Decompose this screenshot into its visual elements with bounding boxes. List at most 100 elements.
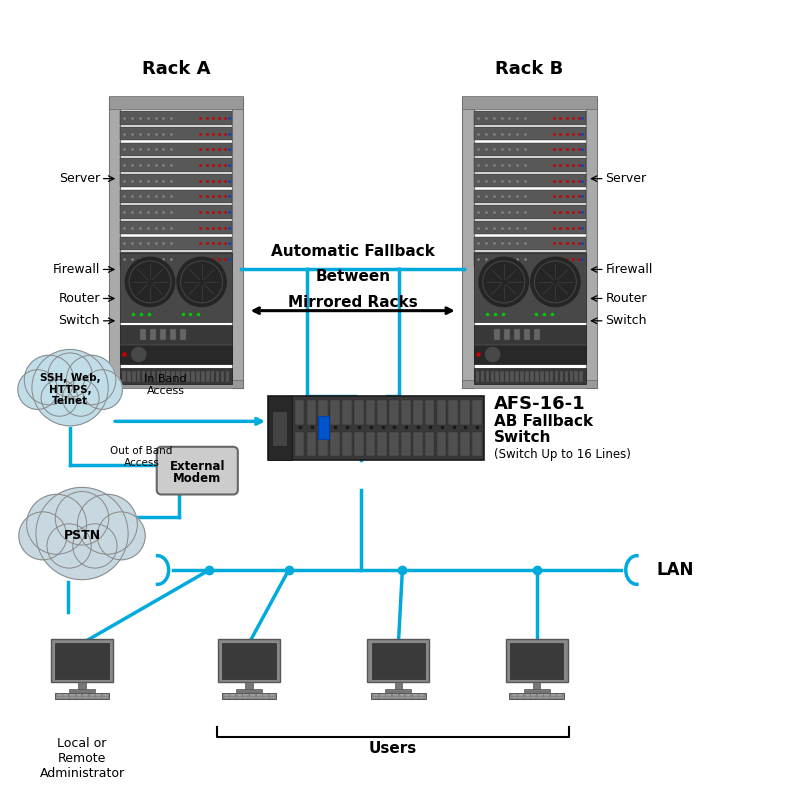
Bar <box>102 697 108 698</box>
Bar <box>437 432 446 456</box>
Bar <box>294 401 304 425</box>
Bar <box>399 695 405 696</box>
Bar <box>520 370 524 382</box>
Bar <box>380 697 385 698</box>
Bar <box>474 158 586 172</box>
Bar <box>380 695 385 696</box>
Bar <box>399 693 405 695</box>
Bar <box>525 693 530 695</box>
Bar <box>306 401 316 425</box>
Bar <box>132 370 135 382</box>
Bar <box>120 344 232 364</box>
Bar <box>518 695 523 696</box>
Bar <box>525 370 529 382</box>
Bar <box>474 127 586 141</box>
Text: Switch: Switch <box>606 314 647 328</box>
Circle shape <box>19 512 66 560</box>
Text: Out of Band
Access: Out of Band Access <box>110 446 173 468</box>
Bar <box>504 329 510 340</box>
Bar <box>386 693 391 695</box>
Bar <box>230 695 235 696</box>
Bar <box>413 432 422 456</box>
Bar <box>472 401 482 425</box>
Bar <box>476 370 479 382</box>
Bar <box>366 432 375 456</box>
Text: In Band
Access: In Band Access <box>144 374 186 396</box>
Circle shape <box>486 347 500 362</box>
Text: Between: Between <box>315 269 390 284</box>
Bar <box>330 401 340 425</box>
Bar <box>533 682 541 689</box>
Bar <box>271 410 287 445</box>
Bar <box>263 693 268 695</box>
Bar <box>120 221 232 235</box>
Bar <box>386 689 411 692</box>
Bar <box>237 695 242 696</box>
Circle shape <box>18 370 58 409</box>
Bar <box>574 370 578 382</box>
Bar <box>206 370 210 382</box>
Bar <box>257 693 262 695</box>
Bar <box>525 695 530 696</box>
Circle shape <box>479 258 529 307</box>
Bar <box>380 693 385 695</box>
Bar <box>419 697 424 698</box>
Bar <box>371 693 426 699</box>
Bar <box>157 370 160 382</box>
Bar <box>210 370 214 382</box>
Bar <box>570 370 574 382</box>
Text: SSH, Web,
HTTPS,
Telnet: SSH, Web, HTTPS, Telnet <box>40 373 100 406</box>
Bar <box>544 695 550 696</box>
Circle shape <box>47 524 91 568</box>
Bar <box>512 695 517 696</box>
Bar <box>462 380 597 388</box>
Circle shape <box>66 355 116 405</box>
Bar <box>120 237 232 250</box>
Bar <box>530 370 534 382</box>
Bar <box>90 697 94 698</box>
Bar <box>142 370 146 382</box>
Text: Router: Router <box>58 292 100 305</box>
Bar <box>170 329 176 340</box>
Bar <box>534 329 540 340</box>
Bar <box>69 689 95 692</box>
Bar <box>425 401 434 425</box>
Bar <box>109 380 243 388</box>
Text: Rack A: Rack A <box>142 60 210 78</box>
Bar <box>401 432 411 456</box>
Bar <box>524 329 530 340</box>
Text: Server: Server <box>58 173 100 185</box>
Bar <box>243 695 249 696</box>
Bar <box>544 697 550 698</box>
Bar <box>586 98 597 388</box>
Bar <box>191 370 194 382</box>
Bar <box>474 368 586 384</box>
Bar <box>342 401 352 425</box>
Bar <box>196 370 200 382</box>
Bar <box>393 695 398 696</box>
Bar <box>263 695 268 696</box>
Circle shape <box>62 380 99 417</box>
Bar <box>486 370 490 382</box>
Text: LAN: LAN <box>657 561 694 579</box>
Bar <box>226 370 230 382</box>
Bar <box>393 693 398 695</box>
Bar <box>306 432 316 456</box>
Bar <box>201 370 205 382</box>
Bar <box>222 643 276 679</box>
Bar <box>120 252 232 266</box>
Bar <box>413 693 418 695</box>
Bar <box>342 432 352 456</box>
Bar <box>531 695 536 696</box>
Bar <box>506 370 509 382</box>
Bar <box>224 693 229 695</box>
Text: Users: Users <box>369 741 417 756</box>
Bar <box>545 370 549 382</box>
Bar <box>216 370 219 382</box>
Bar <box>77 693 82 695</box>
Bar <box>257 695 262 696</box>
Bar <box>525 697 530 698</box>
Bar <box>70 693 75 695</box>
Circle shape <box>24 355 74 405</box>
Bar <box>490 370 494 382</box>
